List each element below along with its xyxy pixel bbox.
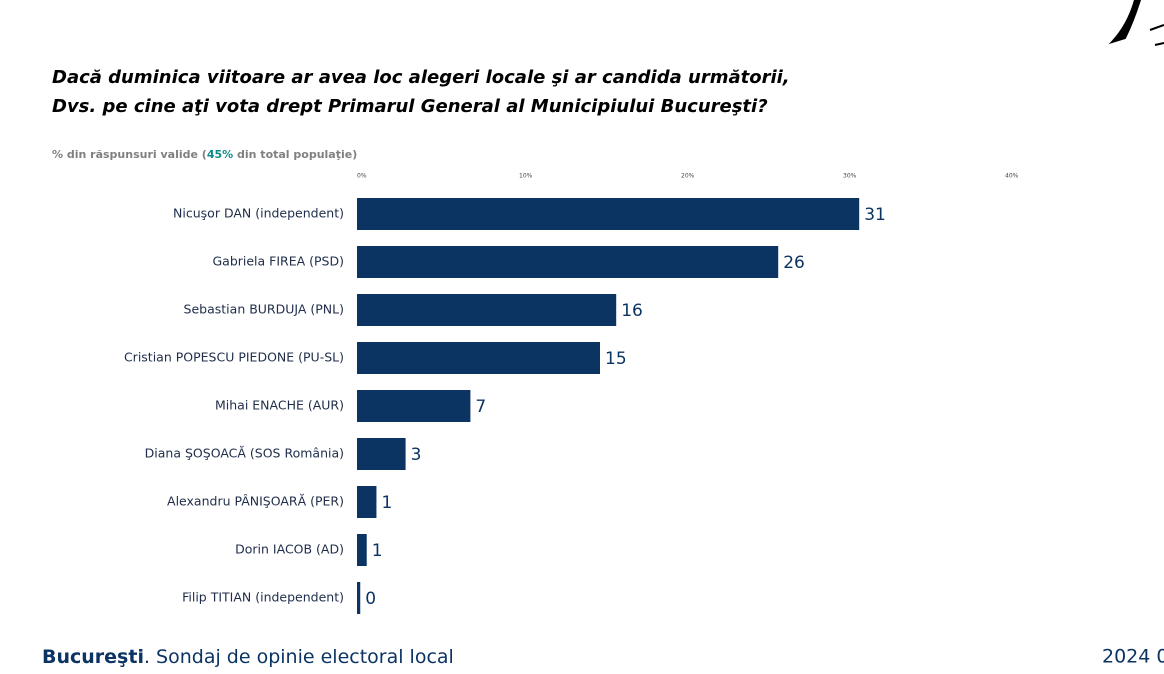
logo-decoration	[1108, 0, 1164, 46]
bar	[357, 246, 779, 278]
data-label: 16	[621, 301, 643, 321]
bar	[357, 390, 471, 422]
footer-text: . Sondaj de opinie electoral local	[144, 646, 454, 668]
x-tick-label: 0%	[357, 173, 367, 180]
y-tick-label: Filip TITIAN (independent)	[182, 590, 344, 605]
chart-title: Dacă duminica viitoare ar avea loc alege…	[52, 67, 790, 88]
data-label: 15	[605, 349, 627, 369]
bar	[357, 198, 860, 230]
subtitle-highlight: 45%	[207, 148, 233, 161]
data-label: 1	[381, 493, 392, 513]
x-tick-label: 10%	[519, 173, 533, 180]
data-label: 1	[372, 541, 383, 561]
footer-place: Bucureşti	[42, 646, 144, 668]
data-label: 31	[864, 205, 886, 225]
bar	[357, 294, 617, 326]
subtitle-text: % din răspunsuri valide (	[52, 148, 207, 161]
y-tick-label: Diana ŞOŞOACĂ (SOS România)	[145, 446, 344, 461]
y-tick-label: Gabriela FIREA (PSD)	[212, 254, 344, 269]
y-tick-label: Dorin IACOB (AD)	[235, 542, 344, 557]
footer: Bucureşti. Sondaj de opinie electoral lo…	[42, 646, 454, 668]
data-label: 3	[411, 445, 422, 465]
bar	[357, 438, 406, 470]
y-tick-label: Sebastian BURDUJA (PNL)	[184, 302, 344, 317]
bar	[357, 534, 367, 566]
y-tick-label: Mihai ENACHE (AUR)	[215, 398, 344, 413]
chart-title: Dvs. pe cine aţi vota drept Primarul Gen…	[52, 96, 768, 117]
footer-date: 2024 0	[1102, 646, 1164, 668]
data-label: 7	[475, 397, 486, 417]
subtitle: % din răspunsuri valide (45% din total p…	[52, 148, 357, 161]
y-tick-label: Alexandru PÂNIŞOARĂ (PER)	[167, 494, 344, 509]
data-label: 26	[783, 253, 805, 273]
bar	[357, 342, 600, 374]
data-label: 0	[365, 589, 376, 609]
bar	[357, 582, 361, 614]
x-tick-label: 30%	[843, 173, 857, 180]
bar	[357, 486, 377, 518]
y-tick-label: Cristian POPESCU PIEDONE (PU-SL)	[124, 350, 344, 365]
x-tick-label: 40%	[1005, 173, 1019, 180]
subtitle-text: din total populaţie)	[233, 148, 357, 161]
x-tick-label: 20%	[681, 173, 695, 180]
y-tick-label: Nicuşor DAN (independent)	[173, 206, 344, 221]
